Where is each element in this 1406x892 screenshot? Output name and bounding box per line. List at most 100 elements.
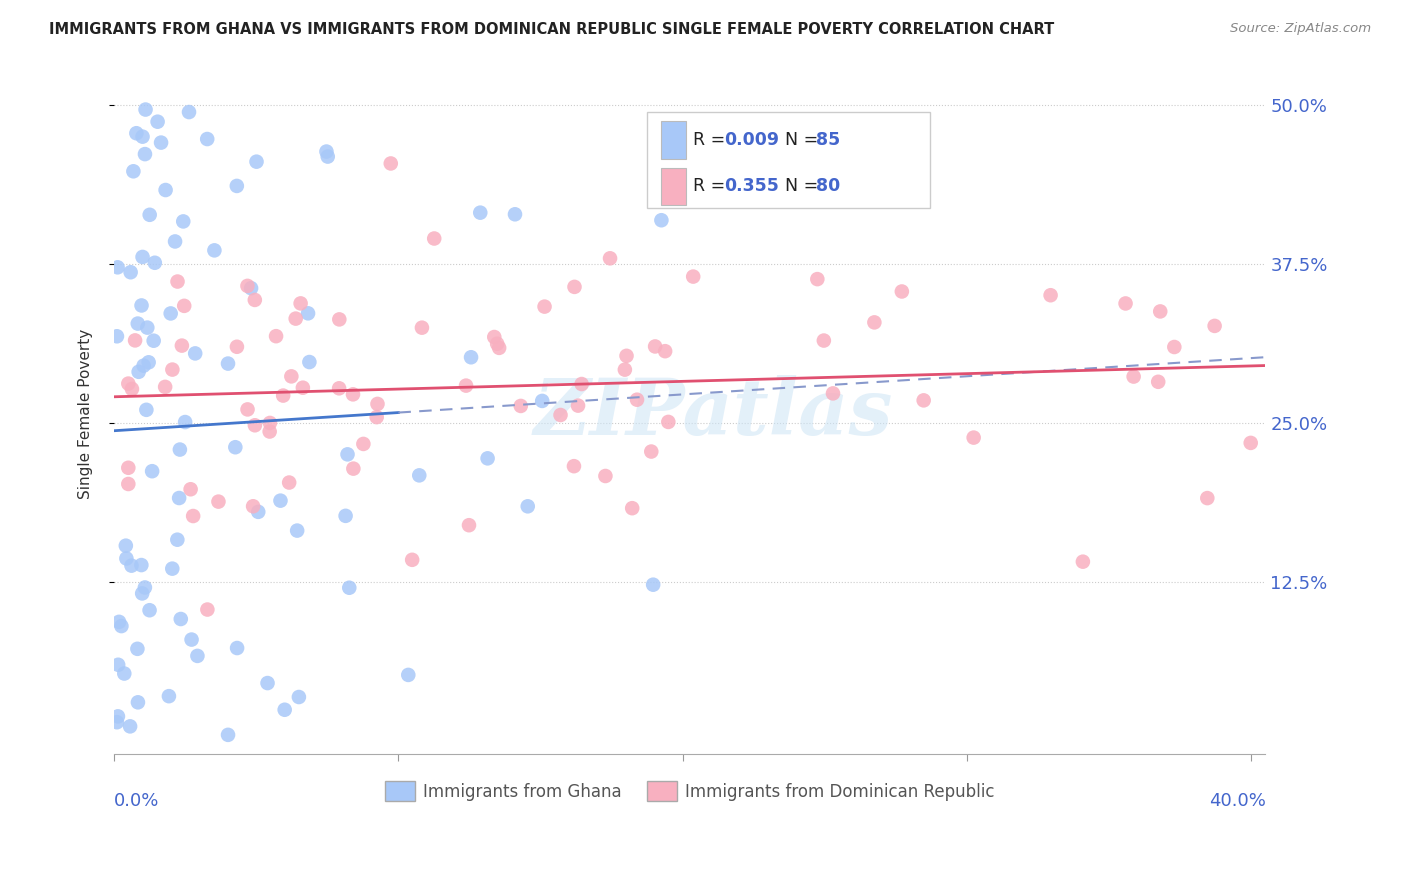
Point — [1147, 375, 1170, 389]
Point — [336, 447, 359, 461]
Point — [291, 381, 314, 395]
Point — [643, 577, 665, 591]
Point — [484, 330, 506, 344]
Point — [202, 244, 225, 258]
Point — [328, 381, 350, 395]
Point — [337, 581, 360, 595]
Point — [122, 164, 145, 178]
Point — [1197, 491, 1219, 505]
Point — [550, 408, 572, 422]
Point — [571, 377, 593, 392]
Point — [316, 150, 339, 164]
Point — [207, 494, 229, 508]
Point — [423, 231, 446, 245]
Point — [170, 612, 193, 626]
Point — [174, 415, 197, 429]
Point — [408, 468, 430, 483]
Point — [813, 334, 835, 348]
Point — [240, 281, 263, 295]
Point — [127, 641, 149, 656]
Point — [595, 469, 617, 483]
Point — [1039, 288, 1062, 302]
Point — [640, 444, 662, 458]
Point — [488, 341, 510, 355]
Point — [125, 126, 148, 140]
Point — [107, 260, 129, 275]
Point — [621, 501, 644, 516]
Point — [131, 129, 153, 144]
Point — [284, 311, 307, 326]
Point — [224, 440, 246, 454]
Point — [166, 275, 188, 289]
Point — [155, 183, 177, 197]
Point — [173, 299, 195, 313]
Text: Source: ZipAtlas.com: Source: ZipAtlas.com — [1230, 22, 1371, 36]
Point — [821, 386, 844, 401]
Point — [105, 715, 128, 730]
Point — [195, 132, 218, 146]
Text: 0.009: 0.009 — [724, 131, 779, 149]
Point — [143, 256, 166, 270]
Point — [177, 105, 200, 120]
Point — [533, 300, 555, 314]
Point — [236, 402, 259, 417]
Point — [290, 296, 312, 310]
Legend: Immigrants from Ghana, Immigrants from Dominican Republic: Immigrants from Ghana, Immigrants from D… — [378, 775, 1001, 807]
Point — [247, 505, 270, 519]
Point — [121, 558, 143, 573]
Point — [460, 351, 482, 365]
Point — [256, 676, 278, 690]
Point — [297, 306, 319, 320]
Point — [654, 344, 676, 359]
Point — [626, 392, 648, 407]
Point — [128, 365, 150, 379]
Point — [1071, 555, 1094, 569]
Point — [411, 320, 433, 334]
Point — [124, 334, 146, 348]
Point — [264, 329, 287, 343]
Point — [131, 298, 153, 312]
Point — [273, 703, 295, 717]
Point — [315, 145, 337, 159]
Point — [454, 378, 477, 392]
Point — [138, 208, 160, 222]
Point — [108, 615, 131, 629]
Point — [107, 709, 129, 723]
Point — [153, 380, 176, 394]
Point — [562, 459, 585, 474]
Point — [599, 252, 621, 266]
Point — [142, 334, 165, 348]
Point — [138, 603, 160, 617]
Point — [567, 399, 589, 413]
Point — [134, 147, 156, 161]
Point — [564, 280, 586, 294]
Point — [217, 357, 239, 371]
Text: 0.0%: 0.0% — [114, 792, 159, 810]
Point — [963, 431, 986, 445]
Point — [616, 349, 638, 363]
Point — [180, 632, 202, 647]
Point — [509, 399, 531, 413]
Point — [197, 602, 219, 616]
Point — [486, 336, 509, 351]
Point — [503, 207, 526, 221]
Text: IMMIGRANTS FROM GHANA VS IMMIGRANTS FROM DOMINICAN REPUBLIC SINGLE FEMALE POVERT: IMMIGRANTS FROM GHANA VS IMMIGRANTS FROM… — [49, 22, 1054, 37]
Point — [288, 690, 311, 704]
Point — [135, 103, 157, 117]
Point — [134, 581, 156, 595]
Text: N =: N = — [785, 131, 824, 149]
Point — [516, 500, 538, 514]
Point — [127, 317, 149, 331]
Point — [1115, 296, 1137, 310]
Point — [181, 509, 204, 524]
Point — [342, 387, 364, 401]
Point — [132, 359, 155, 373]
Point — [470, 205, 492, 219]
Point — [259, 425, 281, 439]
Point — [180, 482, 202, 496]
Point — [1149, 304, 1171, 318]
Point — [131, 250, 153, 264]
Point — [225, 178, 247, 193]
Point — [477, 451, 499, 466]
Point — [166, 533, 188, 547]
